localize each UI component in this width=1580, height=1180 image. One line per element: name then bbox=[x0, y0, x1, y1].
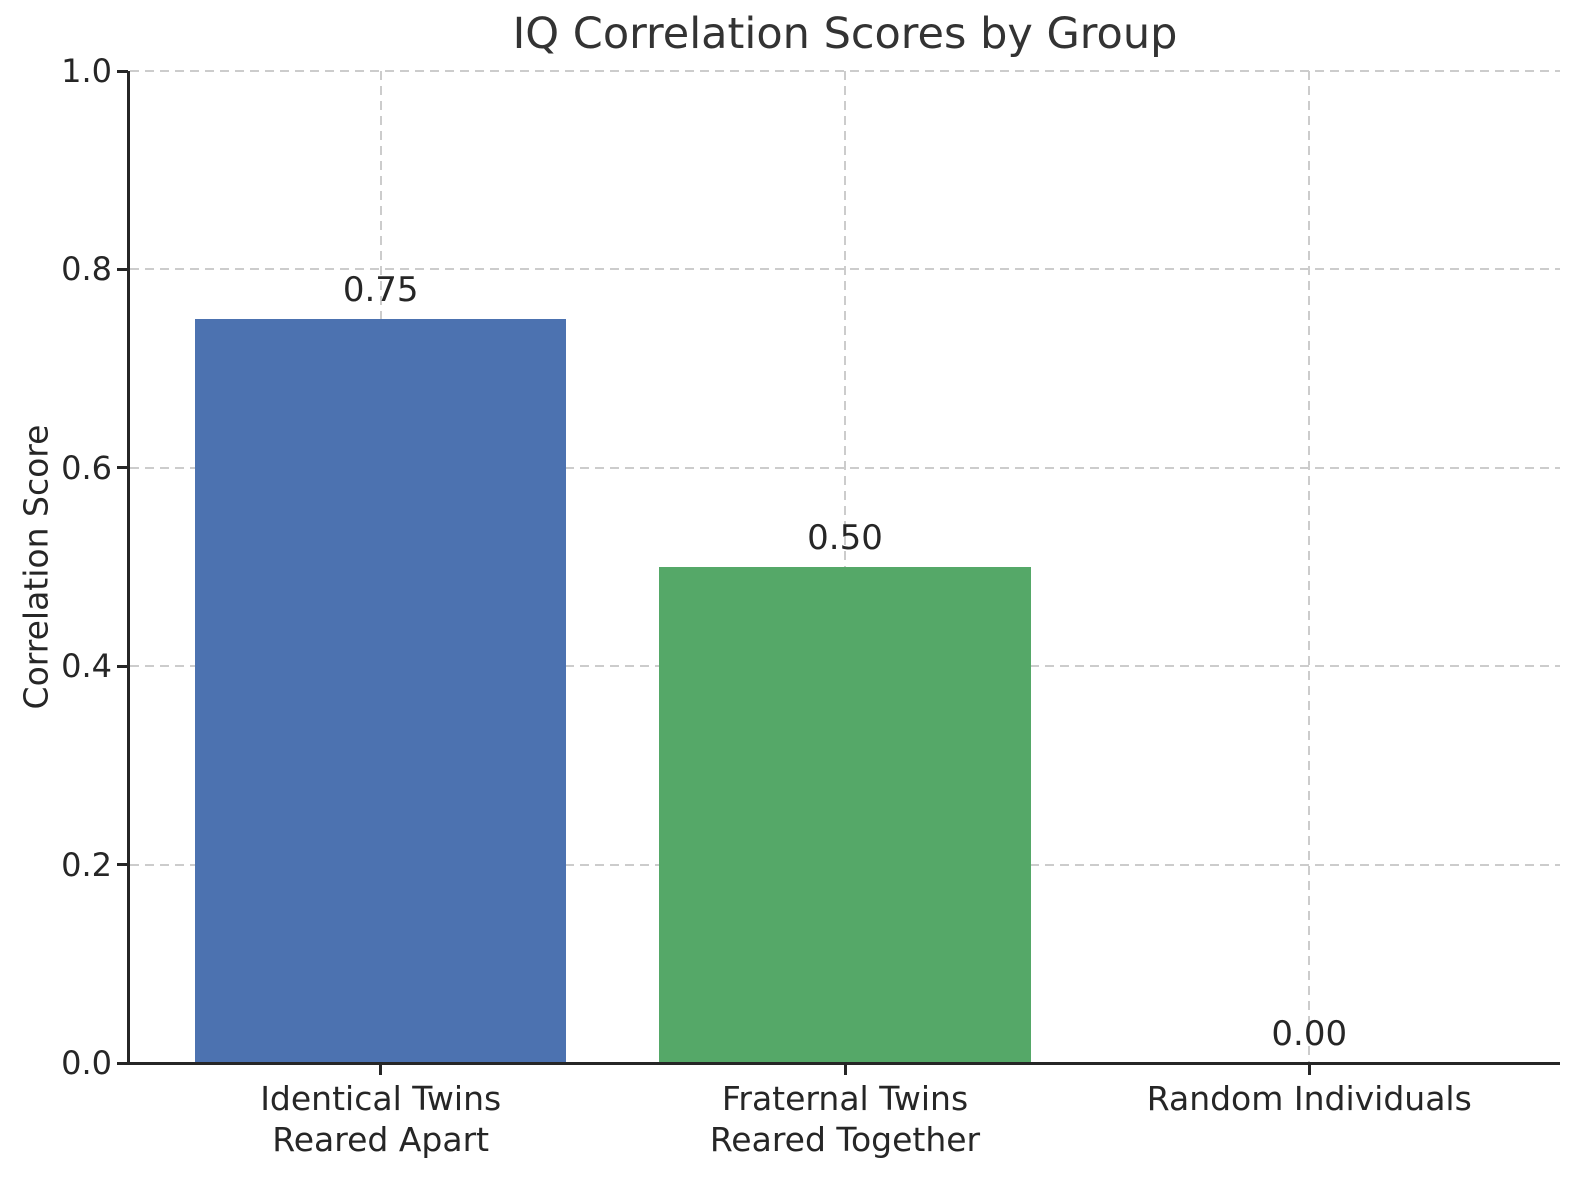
x-tick-label: Fraternal Twins Reared Together bbox=[709, 1079, 981, 1159]
y-tick bbox=[117, 267, 128, 271]
y-gridline bbox=[130, 70, 1560, 72]
chart-title: IQ Correlation Scores by Group bbox=[512, 9, 1178, 59]
x-gridline bbox=[1308, 71, 1311, 1063]
bar-value-label: 0.00 bbox=[1271, 1014, 1348, 1054]
bar-value-label: 0.75 bbox=[342, 270, 419, 310]
x-tick bbox=[1307, 1064, 1311, 1075]
x-tick-label: Identical Twins Reared Apart bbox=[260, 1079, 502, 1159]
y-gridline bbox=[130, 268, 1560, 271]
y-tick-label: 1.0 bbox=[61, 52, 112, 90]
y-tick-label: 0.0 bbox=[61, 1044, 112, 1082]
y-tick bbox=[117, 1061, 128, 1065]
x-axis-line bbox=[127, 1062, 1560, 1065]
y-tick bbox=[117, 466, 128, 470]
y-tick-label: 0.2 bbox=[61, 845, 112, 884]
x-tick bbox=[843, 1064, 847, 1075]
y-axis-line bbox=[127, 71, 130, 1065]
bar-value-label: 0.50 bbox=[807, 518, 883, 558]
y-tick-label: 0.8 bbox=[61, 250, 112, 289]
x-tick-label: Random Individuals bbox=[1146, 1079, 1472, 1118]
y-tick-label: 0.6 bbox=[61, 448, 112, 487]
y-tick-label: 0.4 bbox=[61, 647, 112, 686]
y-tick bbox=[117, 664, 128, 668]
x-tick bbox=[379, 1064, 383, 1075]
y-gridline bbox=[130, 466, 1560, 469]
y-tick bbox=[117, 69, 128, 73]
bar bbox=[195, 319, 567, 1063]
bar bbox=[659, 567, 1031, 1063]
y-tick bbox=[117, 863, 128, 867]
